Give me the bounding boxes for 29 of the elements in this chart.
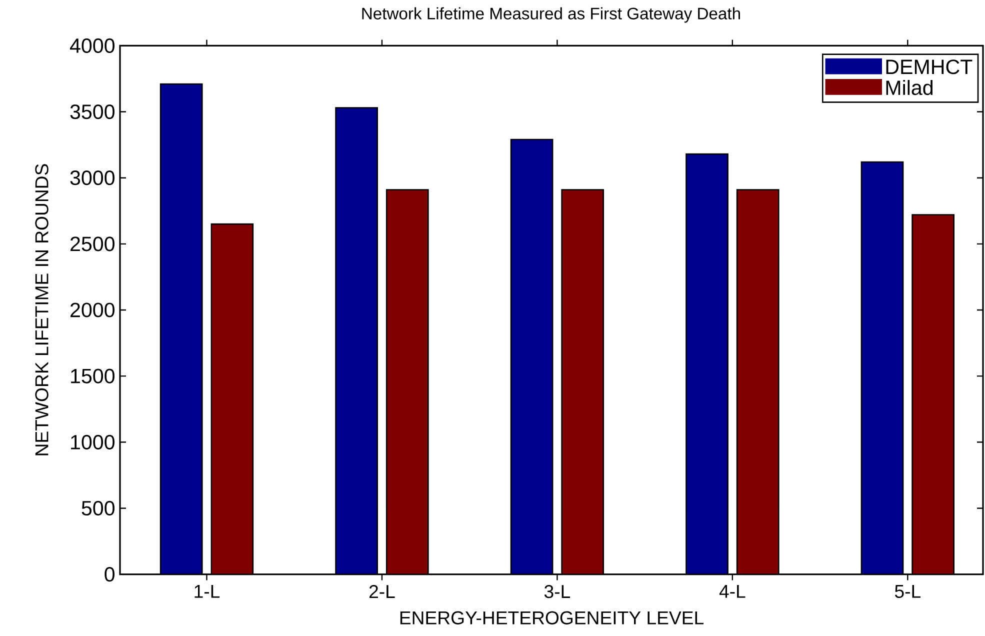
y-tick-label: 2000 xyxy=(70,302,114,318)
bar xyxy=(160,83,203,574)
bar xyxy=(386,189,429,574)
x-tick-label: 3-L xyxy=(544,584,570,598)
y-axis-title: NETWORK LIFETIME IN ROUNDS xyxy=(35,164,48,456)
legend-label: DEMHCT xyxy=(886,60,972,74)
y-tick-label: 1500 xyxy=(71,368,114,384)
y-tick-label: 3000 xyxy=(70,170,114,186)
y-tick-label: 2500 xyxy=(70,236,114,252)
bar xyxy=(686,153,728,574)
x-tick-label: 4-L xyxy=(719,584,746,598)
y-tick-label: 4000 xyxy=(70,38,114,53)
chart-title: Network Lifetime Measured as First Gateway Death xyxy=(362,7,740,23)
y-tick-label: 500 xyxy=(82,500,114,516)
bar xyxy=(860,161,904,574)
bar xyxy=(510,138,554,574)
bar xyxy=(912,214,954,574)
bar xyxy=(736,189,780,574)
y-tick-label: 1000 xyxy=(71,434,114,450)
y-tick-label: 0 xyxy=(104,567,114,582)
x-axis-title: ENERGY-HETEROGENEITY LEVEL xyxy=(400,611,704,624)
bar xyxy=(210,223,254,574)
x-tick-label: 2-L xyxy=(369,584,395,598)
bar xyxy=(335,107,378,574)
legend-label: Milad xyxy=(886,80,933,96)
x-tick-label: 1-L xyxy=(194,584,220,598)
x-tick-label: 5-L xyxy=(894,584,920,598)
bar xyxy=(561,189,604,574)
y-tick-label: 3500 xyxy=(70,104,114,120)
